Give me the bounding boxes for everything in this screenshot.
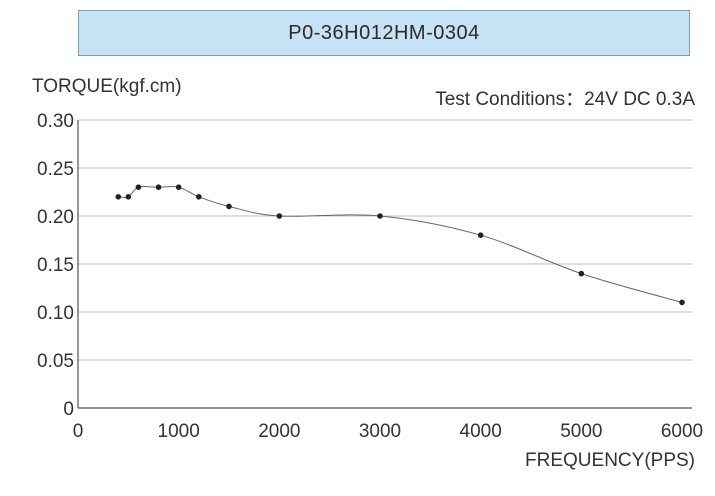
test-conditions-annotation: Test Conditions：24V DC 0.3A <box>435 89 695 110</box>
data-point <box>679 299 685 306</box>
y-tick-label: 0.05 <box>37 351 74 372</box>
y-tick-label: 0 <box>63 399 74 420</box>
data-point <box>155 184 162 190</box>
data-point <box>175 184 182 190</box>
x-tick-label: 3000 <box>359 421 401 442</box>
series-line <box>118 185 683 303</box>
x-tick-label: 2000 <box>258 421 300 442</box>
x-tick-label: 1000 <box>158 421 200 442</box>
data-point <box>135 184 142 190</box>
y-axis-label: TORQUE(kgf.cm) <box>32 76 182 97</box>
x-tick-label: 4000 <box>460 421 502 442</box>
x-tick-label: 5000 <box>560 421 602 442</box>
data-point <box>477 232 484 238</box>
y-tick-label: 0.20 <box>37 207 74 228</box>
y-tick-label: 0.15 <box>37 255 74 276</box>
chart-title: P0-36H012HM-0304 <box>78 10 690 56</box>
y-tick-label: 0.25 <box>37 159 74 180</box>
data-point <box>196 194 202 200</box>
y-tick-label: 0.10 <box>37 303 74 324</box>
data-point <box>377 213 383 219</box>
data-point <box>125 194 132 200</box>
data-point <box>578 270 585 277</box>
x-tick-label: 0 <box>73 421 84 442</box>
data-point <box>276 213 283 219</box>
x-tick-label: 6000 <box>661 421 703 442</box>
data-point <box>226 203 232 210</box>
y-tick-label: 0.30 <box>37 111 74 132</box>
x-axis-label: FREQUENCY(PPS) <box>525 450 695 471</box>
data-point <box>115 194 122 200</box>
